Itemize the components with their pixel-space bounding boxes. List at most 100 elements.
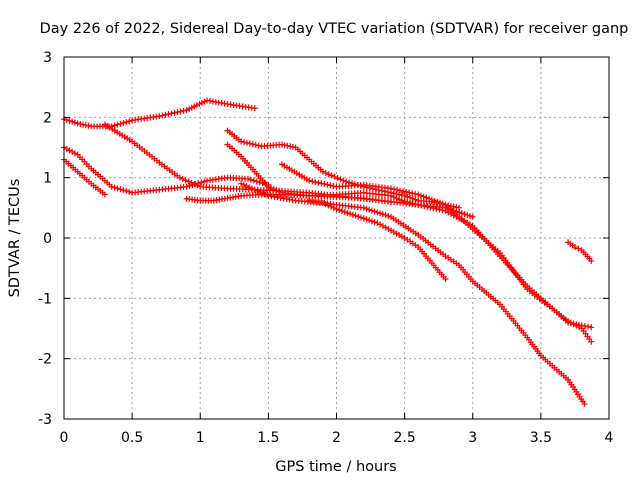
data-point-marker bbox=[238, 180, 245, 187]
data-point-marker bbox=[273, 187, 280, 194]
data-point-marker bbox=[321, 181, 328, 188]
data-point-marker bbox=[120, 119, 127, 126]
data-point-marker bbox=[430, 205, 437, 212]
x-tick-label: 1.5 bbox=[257, 430, 279, 446]
data-point-marker bbox=[82, 122, 89, 129]
series-track-9 bbox=[279, 161, 595, 331]
data-point-marker bbox=[347, 210, 354, 217]
data-point-marker bbox=[306, 177, 313, 184]
data-point-marker bbox=[254, 187, 261, 194]
data-point-marker bbox=[243, 183, 250, 190]
data-point-marker bbox=[111, 122, 118, 129]
data-point-marker bbox=[344, 209, 351, 216]
data-point-marker bbox=[575, 245, 582, 252]
data-point-marker bbox=[126, 188, 133, 195]
data-point-marker bbox=[343, 178, 350, 185]
data-point-marker bbox=[374, 209, 381, 216]
data-point-marker bbox=[331, 173, 338, 180]
data-point-marker bbox=[570, 320, 577, 327]
data-point-marker bbox=[371, 219, 378, 226]
series-track-10 bbox=[306, 197, 588, 407]
data-point-marker bbox=[289, 143, 296, 150]
data-point-marker bbox=[578, 322, 585, 329]
data-point-marker bbox=[281, 142, 288, 149]
data-point-marker bbox=[188, 179, 195, 186]
data-point-marker bbox=[428, 196, 435, 203]
data-point-marker bbox=[439, 207, 446, 214]
data-point-marker bbox=[407, 200, 414, 207]
data-point-marker bbox=[412, 201, 419, 208]
data-point-marker bbox=[114, 185, 121, 192]
data-point-marker bbox=[251, 105, 258, 112]
data-point-marker bbox=[585, 323, 592, 330]
data-point-marker bbox=[447, 203, 454, 210]
data-point-marker bbox=[319, 168, 326, 175]
data-point-marker bbox=[279, 141, 285, 148]
data-point-marker bbox=[458, 210, 465, 217]
x-tick-label: 2.5 bbox=[393, 430, 415, 446]
data-point-marker bbox=[249, 141, 256, 148]
data-point-marker bbox=[397, 187, 404, 194]
data-point-marker bbox=[403, 188, 410, 195]
data-point-marker bbox=[340, 177, 347, 184]
data-point-marker bbox=[334, 175, 341, 182]
data-point-marker bbox=[385, 212, 392, 219]
data-point-marker bbox=[366, 217, 373, 224]
data-point-marker bbox=[156, 113, 163, 120]
data-point-marker bbox=[427, 204, 434, 211]
data-point-marker bbox=[415, 191, 422, 198]
data-point-marker bbox=[363, 216, 370, 223]
data-point-marker bbox=[241, 139, 248, 146]
data-point-marker bbox=[379, 211, 386, 218]
data-point-marker bbox=[424, 203, 431, 210]
data-point-marker bbox=[80, 121, 87, 128]
data-point-marker bbox=[328, 172, 335, 179]
data-point-marker bbox=[437, 199, 444, 206]
data-point-marker bbox=[318, 180, 325, 187]
data-point-marker bbox=[244, 175, 251, 182]
data-point-marker bbox=[246, 184, 253, 191]
data-point-marker bbox=[377, 210, 384, 217]
data-point-marker bbox=[588, 324, 595, 331]
data-point-marker bbox=[390, 193, 397, 200]
data-point-marker bbox=[246, 140, 253, 147]
data-point-marker bbox=[101, 191, 108, 198]
data-point-marker bbox=[325, 171, 332, 178]
data-point-marker bbox=[265, 183, 272, 190]
data-point-marker bbox=[450, 203, 457, 210]
data-point-marker bbox=[421, 203, 428, 210]
data-point-marker bbox=[396, 196, 403, 203]
data-point-marker bbox=[66, 147, 73, 154]
data-point-marker bbox=[467, 212, 474, 219]
data-point-marker bbox=[120, 187, 127, 194]
data-point-marker bbox=[259, 190, 266, 197]
data-point-marker bbox=[126, 118, 133, 125]
data-point-marker bbox=[183, 183, 190, 190]
data-point-marker bbox=[401, 198, 408, 205]
data-point-marker bbox=[177, 108, 184, 115]
data-point-marker bbox=[355, 213, 362, 220]
x-tick-label: 2 bbox=[332, 430, 341, 446]
y-tick-label: -1 bbox=[38, 291, 52, 307]
data-point-marker bbox=[262, 191, 269, 198]
data-point-marker bbox=[276, 188, 283, 195]
data-point-marker bbox=[388, 192, 394, 199]
series-track-1 bbox=[61, 97, 258, 130]
data-point-marker bbox=[253, 178, 260, 185]
data-point-marker bbox=[287, 143, 294, 150]
data-point-marker bbox=[252, 141, 259, 148]
data-point-marker bbox=[180, 107, 187, 114]
data-point-marker bbox=[388, 198, 394, 205]
data-point-marker bbox=[71, 119, 78, 126]
y-tick-label: 0 bbox=[43, 231, 52, 247]
data-point-marker bbox=[63, 145, 70, 152]
data-point-marker bbox=[352, 212, 359, 219]
x-tick-label: 4 bbox=[605, 430, 614, 446]
data-point-marker bbox=[201, 178, 208, 185]
data-point-marker bbox=[250, 177, 257, 184]
data-point-marker bbox=[162, 111, 169, 118]
y-tick-label: -2 bbox=[38, 352, 52, 368]
series-track-7 bbox=[224, 141, 595, 345]
data-point-marker bbox=[394, 186, 401, 193]
data-point-marker bbox=[243, 139, 250, 146]
